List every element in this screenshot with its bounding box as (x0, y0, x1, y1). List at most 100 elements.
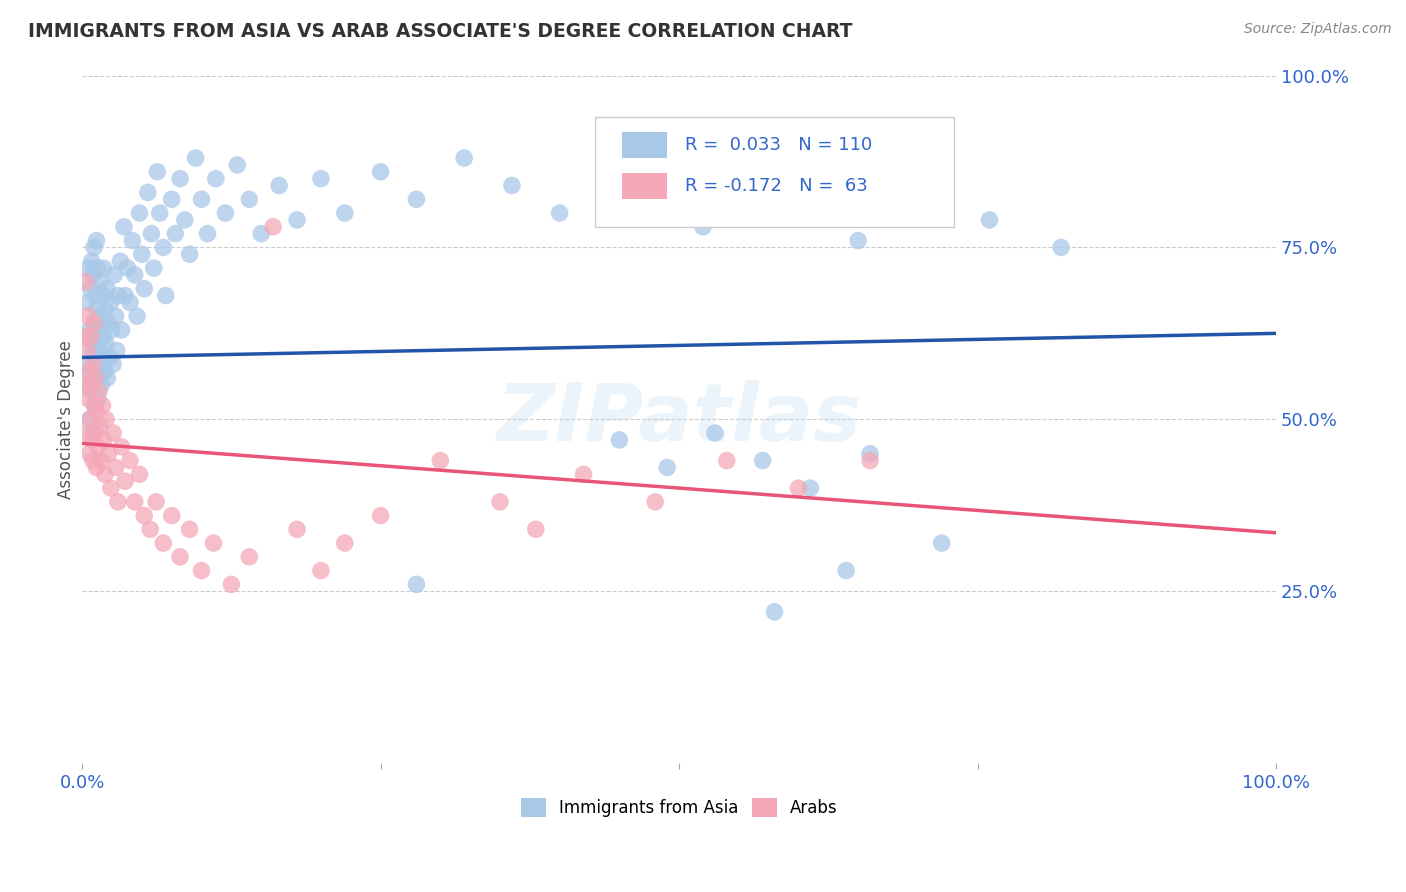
Point (125, 309, 148, 323)
Point (152, 240, 174, 254)
Point (596, 171, 619, 186)
Point (110, 440, 132, 454)
Point (740, 186, 762, 200)
Point (859, 447, 882, 461)
Text: IMMIGRANTS FROM ASIA VS ARAB ASSOCIATE'S DEGREE CORRELATION CHART: IMMIGRANTS FROM ASIA VS ARAB ASSOCIATE'S… (28, 22, 852, 41)
Point (250, 227, 273, 241)
Point (221, 577, 243, 591)
Point (692, 219, 714, 234)
Point (205, 171, 228, 186)
Point (94, 336, 117, 351)
Point (169, 171, 191, 186)
Point (489, 495, 512, 509)
Point (134, 282, 156, 296)
Point (112, 219, 135, 234)
Point (84, 336, 107, 351)
Point (160, 192, 183, 206)
Point (453, 151, 475, 165)
Point (145, 495, 167, 509)
Point (333, 536, 356, 550)
Point (86, 440, 108, 454)
Point (93, 330, 115, 344)
Point (104, 460, 127, 475)
Text: R = -0.172   N =  63: R = -0.172 N = 63 (685, 178, 868, 195)
Point (114, 474, 136, 488)
Point (104, 309, 127, 323)
Point (134, 508, 156, 523)
Point (103, 357, 125, 371)
Point (262, 219, 284, 234)
Point (83, 399, 105, 413)
Point (86, 323, 108, 337)
Point (87, 364, 110, 378)
Point (94, 364, 117, 378)
Point (100, 295, 122, 310)
Point (75, 330, 97, 344)
Point (79, 323, 101, 337)
Point (93, 433, 115, 447)
Point (97, 316, 120, 330)
Point (77, 309, 100, 323)
Point (83, 371, 105, 385)
Point (165, 227, 187, 241)
Point (238, 192, 260, 206)
Point (82, 268, 104, 282)
FancyBboxPatch shape (621, 132, 666, 158)
Point (716, 453, 738, 467)
Point (269, 178, 291, 193)
Point (80, 378, 103, 392)
Point (82, 343, 104, 358)
FancyBboxPatch shape (621, 173, 666, 199)
Point (89, 419, 111, 434)
Point (82, 453, 104, 467)
Point (84, 371, 107, 385)
Point (226, 158, 249, 172)
Point (80, 433, 103, 447)
Point (75, 378, 97, 392)
Point (179, 247, 201, 261)
Point (184, 151, 207, 165)
Point (190, 192, 212, 206)
Point (787, 206, 810, 220)
Point (79, 364, 101, 378)
Point (90, 378, 112, 392)
Point (548, 206, 571, 220)
Point (572, 467, 595, 482)
Point (83, 316, 105, 330)
Point (524, 522, 547, 536)
Point (75, 275, 97, 289)
Point (787, 481, 810, 495)
Point (84, 288, 107, 302)
Point (77, 261, 100, 276)
Point (931, 536, 953, 550)
Point (96, 282, 118, 296)
Point (77, 392, 100, 406)
Point (370, 165, 392, 179)
Point (429, 453, 451, 467)
Point (655, 460, 678, 475)
Point (160, 508, 183, 523)
Point (501, 178, 523, 193)
Point (82, 426, 104, 441)
Point (405, 577, 427, 591)
Point (751, 453, 773, 467)
Point (859, 453, 882, 467)
Point (86, 357, 108, 371)
Legend: Immigrants from Asia, Arabs: Immigrants from Asia, Arabs (513, 791, 844, 823)
Point (91, 399, 114, 413)
Point (79, 364, 101, 378)
Point (76, 426, 98, 441)
Point (202, 536, 225, 550)
Text: ZIPatlas: ZIPatlas (496, 380, 862, 458)
Point (197, 227, 219, 241)
Point (1050, 240, 1073, 254)
Point (979, 213, 1001, 227)
Point (86, 405, 108, 419)
Point (907, 192, 929, 206)
Point (333, 206, 356, 220)
Point (76, 343, 98, 358)
Point (91, 288, 114, 302)
Point (214, 206, 236, 220)
Point (94, 412, 117, 426)
Point (238, 549, 260, 564)
